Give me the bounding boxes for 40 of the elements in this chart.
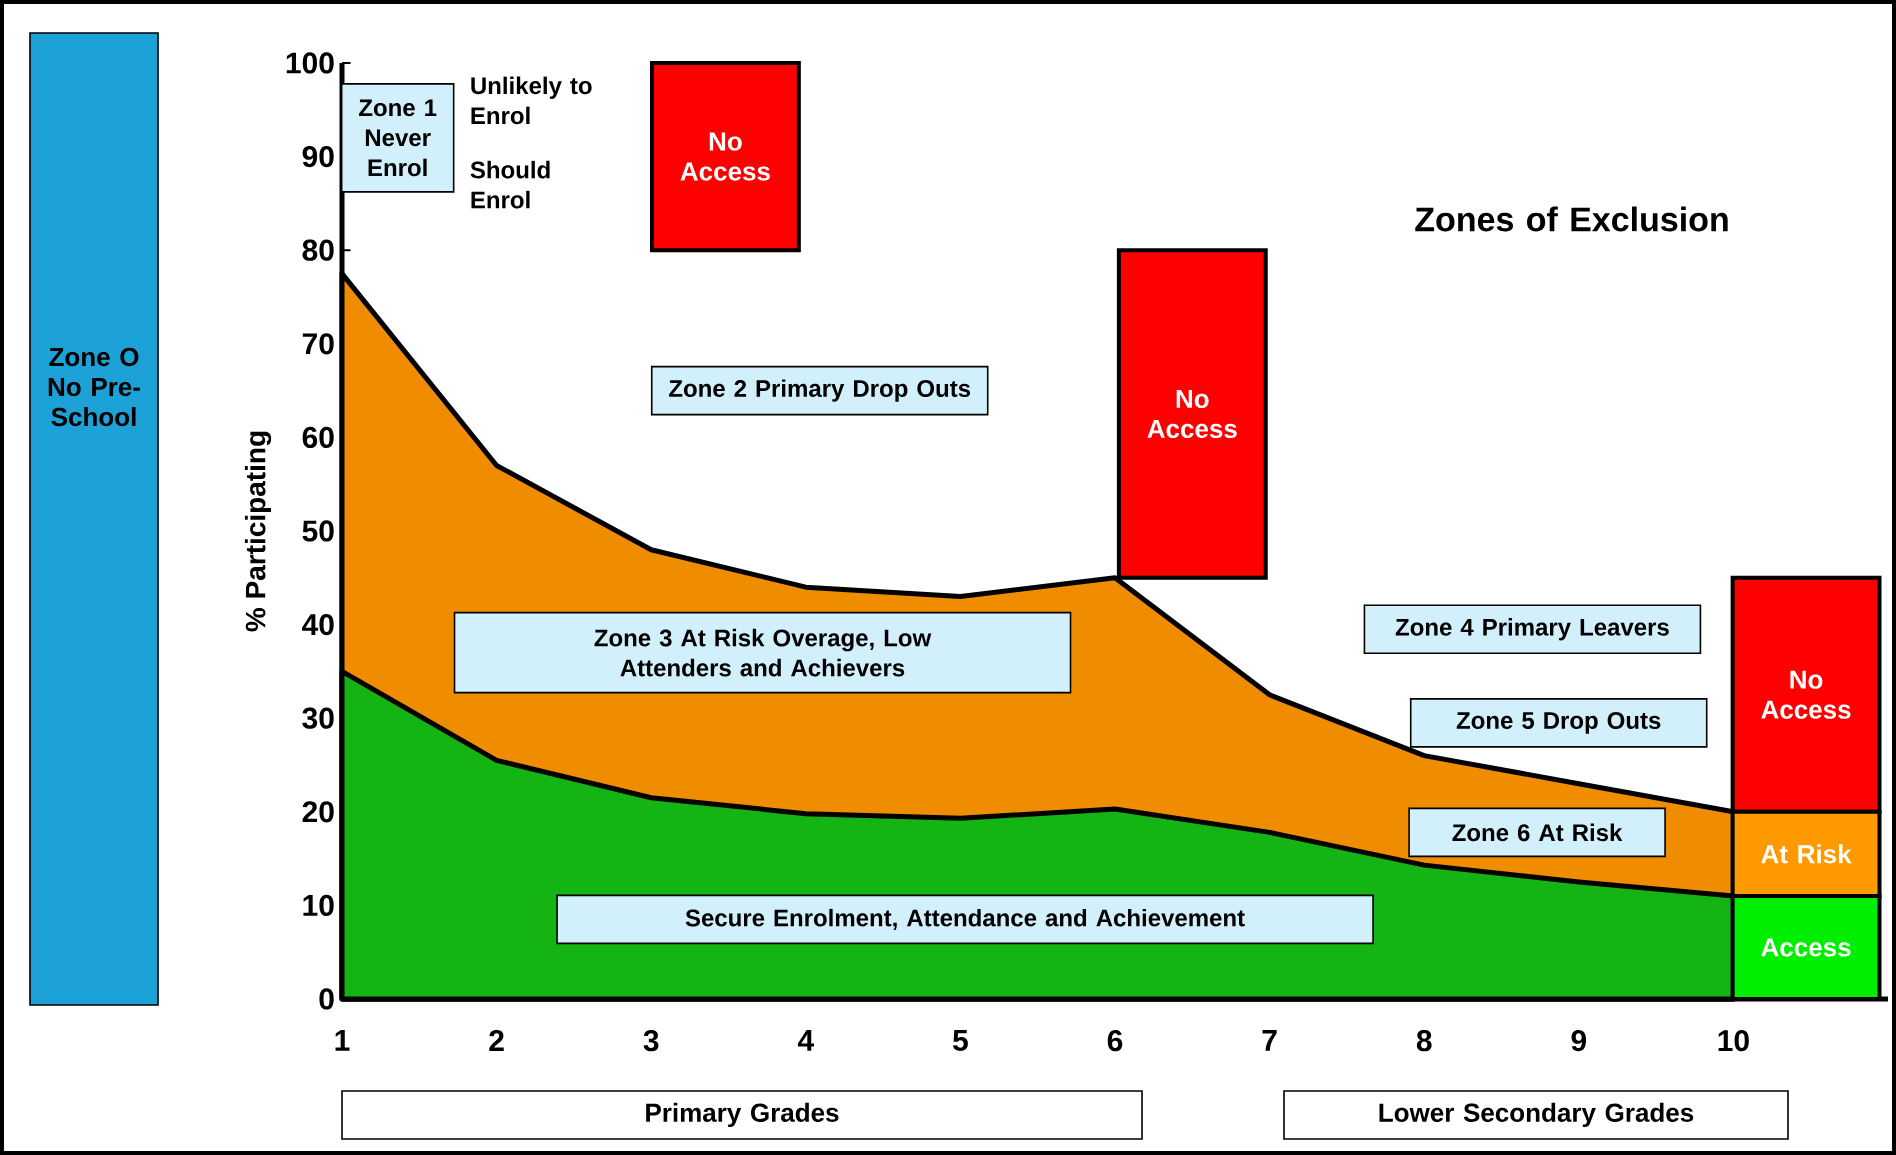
x-tick-label: 10 [1718,1030,1749,1052]
text: No Access [1147,389,1237,439]
x-tick-label: 4 [797,1030,814,1051]
annotation: Should Enrol [470,160,550,209]
annotation: Zone 3 At Risk Overage, Low Attenders and Achievers [594,628,932,677]
x-tick-label: 7 [1262,1030,1277,1051]
y-tick-label: 10 [303,894,334,916]
y-tick-label: 0 [319,988,334,1010]
text: Lower Secondary Grades [1379,1102,1694,1128]
annotation: Zone 6 At Risk [1452,823,1623,842]
text: Zones of Exclusion [1415,206,1728,232]
y-tick-label: 100 [286,52,334,74]
x-tick-label: 9 [1571,1030,1587,1052]
y-tick-label: 80 [302,239,334,261]
text: No Access [680,132,770,181]
y-tick-label: 50 [302,520,334,542]
series-label: No Access [1761,670,1851,719]
x-tick-label: 1 [335,1030,350,1051]
x-tick-label: 2 [489,1030,504,1051]
annotation: Zone 4 Primary Leavers [1395,618,1669,641]
y-axis-title: % Participating [244,431,272,632]
y-tick-label: 70 [302,333,334,355]
y-tick-label: 90 [302,145,334,168]
text: Zone O No Pre-School [48,347,140,427]
annotation: Unlikely to Enrol [471,76,592,125]
series-label: At Risk [1761,844,1852,864]
y-tick-label: 20 [302,801,334,823]
y-tick-label: 30 [302,707,334,729]
annotation: Zone 1 Never Enrol [359,99,437,177]
annotation: Zone 5 Drop Outs [1456,712,1661,734]
y-tick-label: 40 [302,613,334,636]
annotation: Secure Enrolment, Attendance and Achievement [685,908,1245,930]
x-tick-label: 3 [643,1030,659,1052]
x-tick-label: 6 [1107,1030,1123,1052]
y-tick-label: 60 [302,426,334,448]
text: Primary Grades [646,1102,839,1128]
series-label: Access [1761,938,1851,957]
x-tick-label: 5 [952,1030,968,1051]
x-tick-label: 8 [1416,1030,1432,1052]
annotation: Zone 2 Primary Drop Outs [669,379,971,402]
